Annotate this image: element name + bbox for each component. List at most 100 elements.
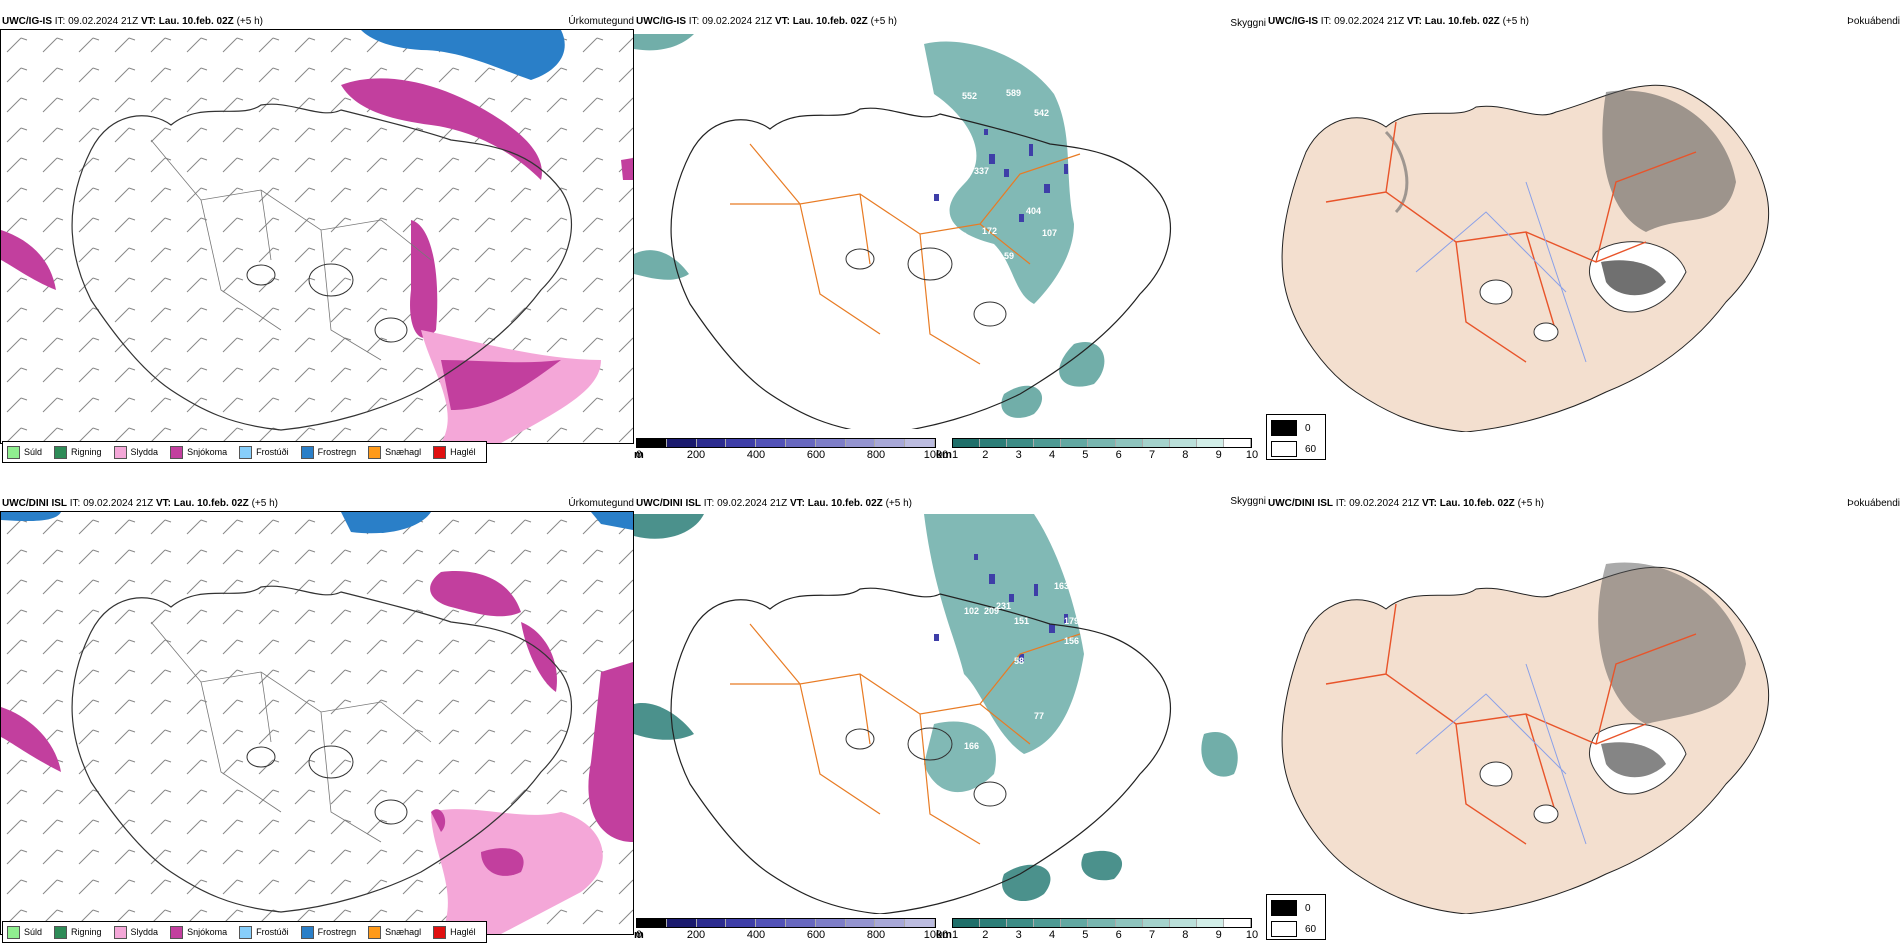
row1-vis-title: Skyggni: [1230, 18, 1266, 29]
vt-value: Lau. 10.feb. 02Z: [158, 16, 234, 27]
low-vis-area: [634, 250, 689, 280]
colorbar-tick: 800: [866, 929, 886, 941]
fog-map-svg: [1281, 84, 1770, 432]
legend-item: Haglél: [433, 925, 476, 939]
model-name: UWC/IG-IS: [2, 16, 52, 27]
colorbar-tick: 6: [1115, 929, 1122, 941]
colorbar-cell: [1034, 919, 1062, 927]
glacier-outline: [308, 745, 354, 779]
glacier-outline: [973, 301, 1007, 327]
fog-key-row: 60: [1271, 441, 1321, 457]
legend-item: Súld: [7, 925, 42, 939]
fog-area: [1602, 90, 1736, 232]
legend-swatch: [368, 445, 382, 459]
colorbar-tick: 7: [1148, 929, 1156, 941]
row2-vis-header: UWC/DINI ISL IT: 09.02.2024 21Z VT: Lau.…: [636, 498, 912, 509]
snow-area: [481, 848, 524, 876]
legend-swatch: [433, 925, 447, 939]
glacier-outline: [308, 263, 354, 297]
colorbar-tick: 9: [1215, 929, 1222, 941]
legend-item: Frostregn: [300, 445, 356, 459]
visibility-label: 58: [1014, 656, 1024, 666]
colorbar-tick: 1000: [923, 449, 949, 461]
colorbar-cell: [1169, 919, 1197, 927]
visibility-label: 172: [982, 226, 997, 236]
fog-key-swatch: [1271, 900, 1297, 916]
snow-area: [1, 707, 61, 772]
snow-area: [441, 360, 561, 410]
legend-swatch: [113, 445, 127, 459]
precip-legend: Súld Rigning Slydda Snjókoma Frostúði Fr…: [2, 441, 487, 463]
lead-time: (+5 h): [236, 16, 263, 27]
legend-swatch: [7, 445, 20, 459]
visibility-label: 179: [1064, 616, 1079, 626]
glacier-outline: [1479, 761, 1513, 787]
colorbar-cell: [1034, 439, 1062, 447]
row1-vis-header: UWC/IG-IS IT: 09.02.2024 21Z VT: Lau. 10…: [636, 16, 897, 27]
colorbar-tick: 7: [1148, 449, 1156, 461]
height-colorbar: 0 200 400 600 800 1000: [636, 918, 948, 948]
visibility-label: 102: [964, 606, 979, 616]
colorbar-cell: [1061, 439, 1089, 447]
colorbar-cell: [905, 919, 935, 927]
legend-item: Haglél: [433, 445, 476, 459]
vis-map-svg: 552 589 542 337 404 230 172 107 59 343: [634, 34, 1171, 429]
visibility-label: 166: [964, 741, 979, 751]
colorbar-tick: 6: [1115, 449, 1122, 461]
legend-item: Snæhagl: [368, 445, 421, 459]
colorbar-cell: [815, 919, 846, 927]
low-vis-area: [634, 514, 704, 539]
colorbar-cell: [875, 919, 906, 927]
visibility-label: 59: [1004, 251, 1014, 261]
colorbar-cell: [845, 439, 876, 447]
colorbar-tick: 400: [746, 929, 766, 941]
snow-area: [410, 220, 438, 338]
colorbar-tick: 1: [952, 929, 959, 941]
colorbar-cell: [1223, 919, 1252, 927]
colorbar-cell: [980, 919, 1008, 927]
row2-precip-header: UWC/DINI ISL IT: 09.02.2024 21Z VT: Lau.…: [2, 498, 278, 509]
colorbar-tick: 1000: [923, 929, 949, 941]
fog-key-swatch: [1271, 921, 1297, 937]
glacier-outline: [246, 746, 276, 768]
cloud-base-dots: [934, 129, 1068, 222]
colorbar-cell: [1142, 439, 1170, 447]
legend-swatch: [113, 925, 127, 939]
row2-vis-panel: UWC/DINI ISL IT: 09.02.2024 21Z VT: Lau.…: [634, 496, 1266, 950]
colorbar-cell: [875, 439, 906, 447]
colorbar-cell: [637, 919, 667, 927]
colorbar-cell: [785, 439, 816, 447]
height-unit: m: [634, 929, 644, 941]
low-vis-area: [924, 514, 1084, 754]
low-vis-area: [634, 703, 694, 740]
precip-map-svg: [1, 30, 633, 443]
visibility-label: 77: [1034, 711, 1044, 721]
glacier-outline: [973, 781, 1007, 807]
colorbar-tick: 0: [636, 929, 643, 941]
snow-area: [1, 230, 56, 290]
colorbar-cell: [1115, 439, 1143, 447]
visibility-label: 151: [1014, 616, 1029, 626]
colorbar-cell: [666, 439, 697, 447]
row2-fog-panel: UWC/DINI ISL IT: 09.02.2024 21Z VT: Lau.…: [1266, 496, 1900, 950]
legend-swatch: [239, 445, 253, 459]
colorbar-tick: 8: [1182, 449, 1189, 461]
precip-legend: Súld Rigning Slydda Snjókoma Frostúði Fr…: [2, 921, 487, 943]
colorbar-cell: [726, 439, 757, 447]
colorbar-tick: 3: [1015, 449, 1022, 461]
fog-key-row: 60: [1271, 921, 1321, 937]
colorbar-cell: [1196, 919, 1224, 927]
row1-precip-map: [0, 29, 634, 444]
vis-unit: km: [936, 929, 952, 941]
colorbar-cell: [726, 919, 757, 927]
roads: [1325, 603, 1697, 845]
fog-key: 0 60: [1266, 894, 1326, 940]
vis-unit: km: [936, 449, 952, 461]
it-value: 09.02.2024 21Z: [68, 16, 139, 27]
colorbar-tick: 8: [1182, 929, 1189, 941]
freezing-rain-area: [1, 512, 61, 522]
legend-item: Rigning: [54, 925, 102, 939]
row2-precip-title: Úrkomutegund: [568, 498, 634, 509]
glacier-outline: [845, 248, 875, 270]
